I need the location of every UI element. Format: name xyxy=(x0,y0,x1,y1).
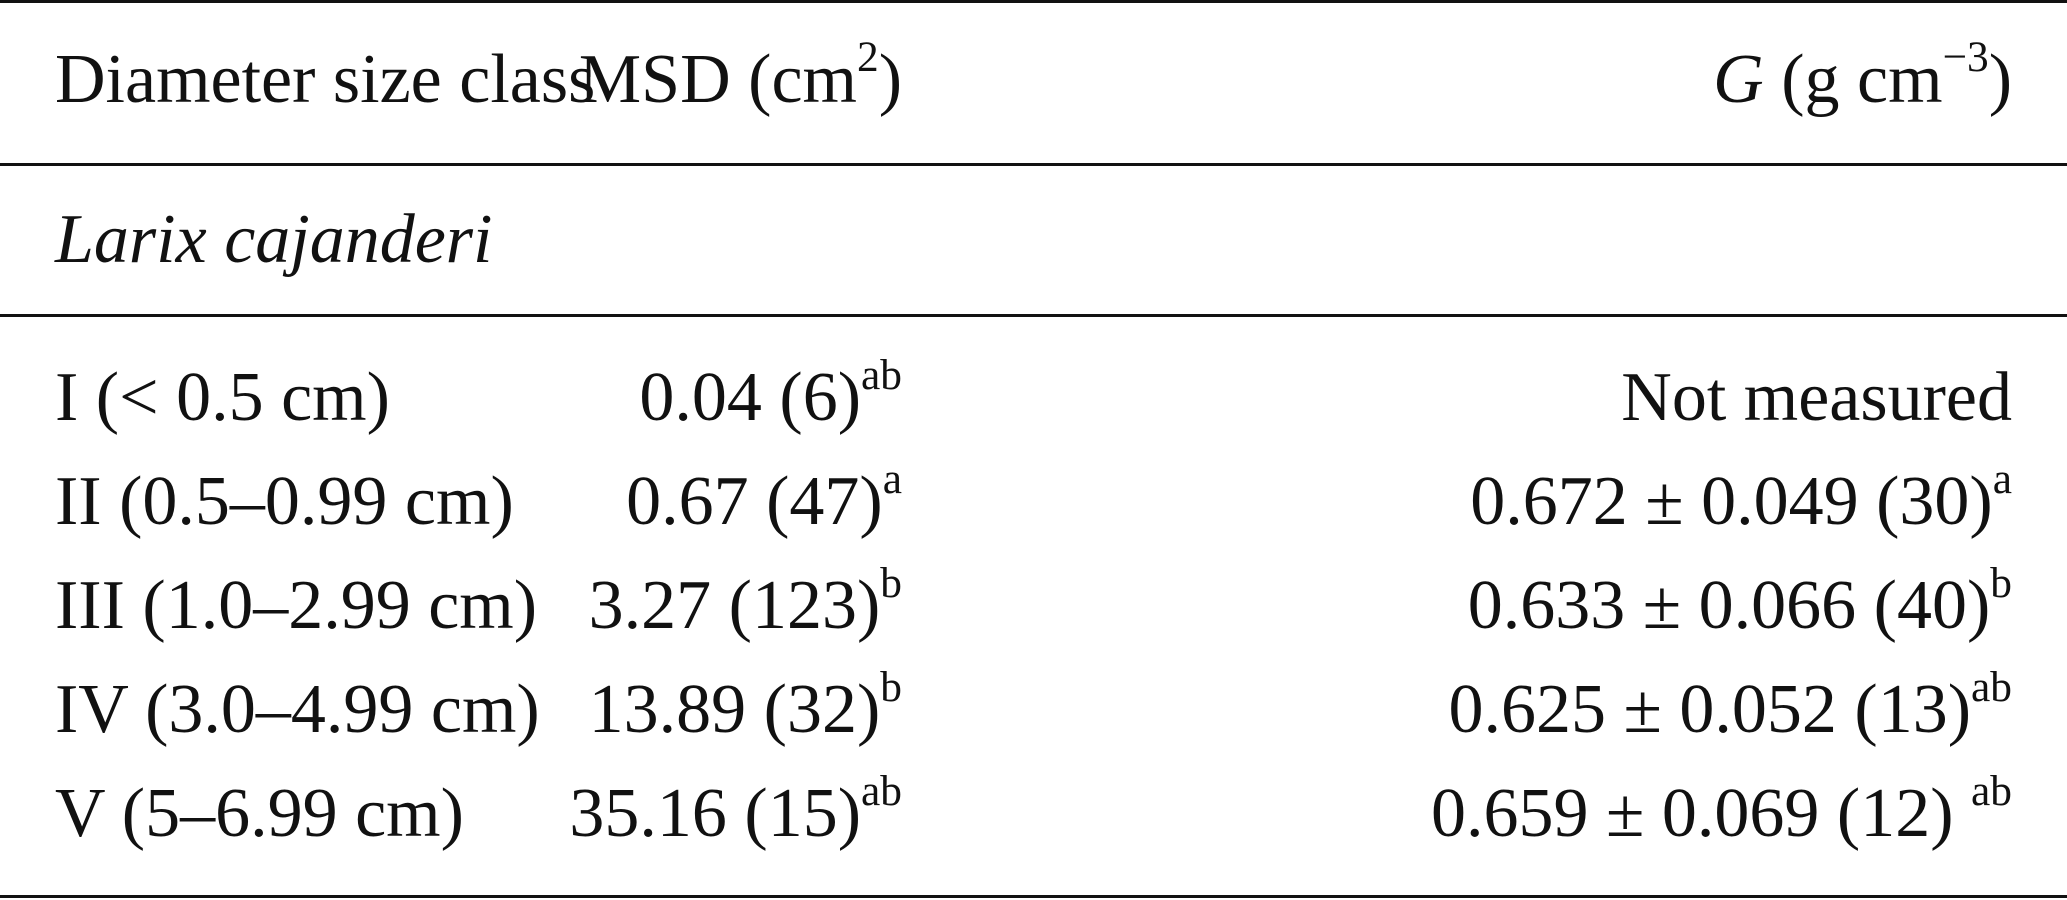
row-1-density-value: Not measured xyxy=(1621,359,2012,436)
row-4-msd: 13.89 (32)b xyxy=(589,665,902,745)
header-diameter-size-class: Diameter size class xyxy=(55,41,596,118)
header-msd-label: MSD (cm xyxy=(578,41,857,118)
table-top-rule xyxy=(0,0,2067,3)
header-msd-exponent: 2 xyxy=(856,32,879,81)
row-3-msd-value: 3.27 (123) xyxy=(588,567,881,644)
header-density-unit: (g cm xyxy=(1763,41,1943,118)
row-2-density-value: 0.672 ± 0.049 (30) xyxy=(1470,463,1993,540)
row-3-msd-letters: b xyxy=(880,558,902,607)
row-2-density: 0.672 ± 0.049 (30)a xyxy=(1470,457,2012,537)
row-3-density: 0.633 ± 0.066 (40)b xyxy=(1468,561,2012,641)
row-1-size-class: I (< 0.5 cm) xyxy=(55,359,390,436)
row-2-msd-value: 0.67 (47) xyxy=(626,463,883,540)
row-5-msd-letters: ab xyxy=(861,766,902,815)
row-3-msd: 3.27 (123)b xyxy=(589,561,902,641)
row-3-density-letters: b xyxy=(1990,558,2012,607)
row-4-density-letters: ab xyxy=(1971,662,2012,711)
row-2-density-letters: a xyxy=(1992,454,2012,503)
row-5-density-value: 0.659 ± 0.069 (12) xyxy=(1430,775,1972,852)
row-3-size-class: III (1.0–2.99 cm) xyxy=(55,567,538,644)
table-bottom-rule xyxy=(0,895,2067,898)
header-msd: MSD (cm2) xyxy=(579,35,902,115)
row-4-density-value: 0.625 ± 0.052 (13) xyxy=(1448,671,1972,748)
header-density-exponent: −3 xyxy=(1942,32,1989,81)
section-rule xyxy=(0,314,2067,317)
row-5-msd: 35.16 (15)ab xyxy=(569,769,902,849)
row-2-msd-letters: a xyxy=(882,454,902,503)
header-density-symbol: G xyxy=(1713,41,1764,118)
header-density-close: ) xyxy=(1988,41,2012,118)
row-4-density: 0.625 ± 0.052 (13)ab xyxy=(1448,665,2012,745)
row-5-msd-value: 35.16 (15) xyxy=(569,775,862,852)
row-5-density-letters: ab xyxy=(1971,766,2012,815)
row-1-msd: 0.04 (6)ab xyxy=(639,353,902,433)
header-density: G (g cm−3) xyxy=(1713,35,2012,115)
row-1-density: Not measured xyxy=(1621,363,2012,433)
row-2-size-class: II (0.5–0.99 cm) xyxy=(55,463,514,540)
row-4-msd-value: 13.89 (32) xyxy=(588,671,881,748)
header-rule xyxy=(0,163,2067,166)
header-msd-close: ) xyxy=(878,41,902,118)
row-1-msd-letters: ab xyxy=(861,350,902,399)
section-label-species: Larix cajanderi xyxy=(55,201,493,278)
row-3-density-value: 0.633 ± 0.066 (40) xyxy=(1467,567,1991,644)
row-5-size-class: V (5–6.99 cm) xyxy=(55,775,464,852)
row-4-msd-letters: b xyxy=(880,662,902,711)
row-5-density: 0.659 ± 0.069 (12) ab xyxy=(1431,769,2012,849)
row-1-msd-value: 0.04 (6) xyxy=(639,359,862,436)
row-2-msd: 0.67 (47)a xyxy=(626,457,902,537)
row-4-size-class: IV (3.0–4.99 cm) xyxy=(55,671,540,748)
